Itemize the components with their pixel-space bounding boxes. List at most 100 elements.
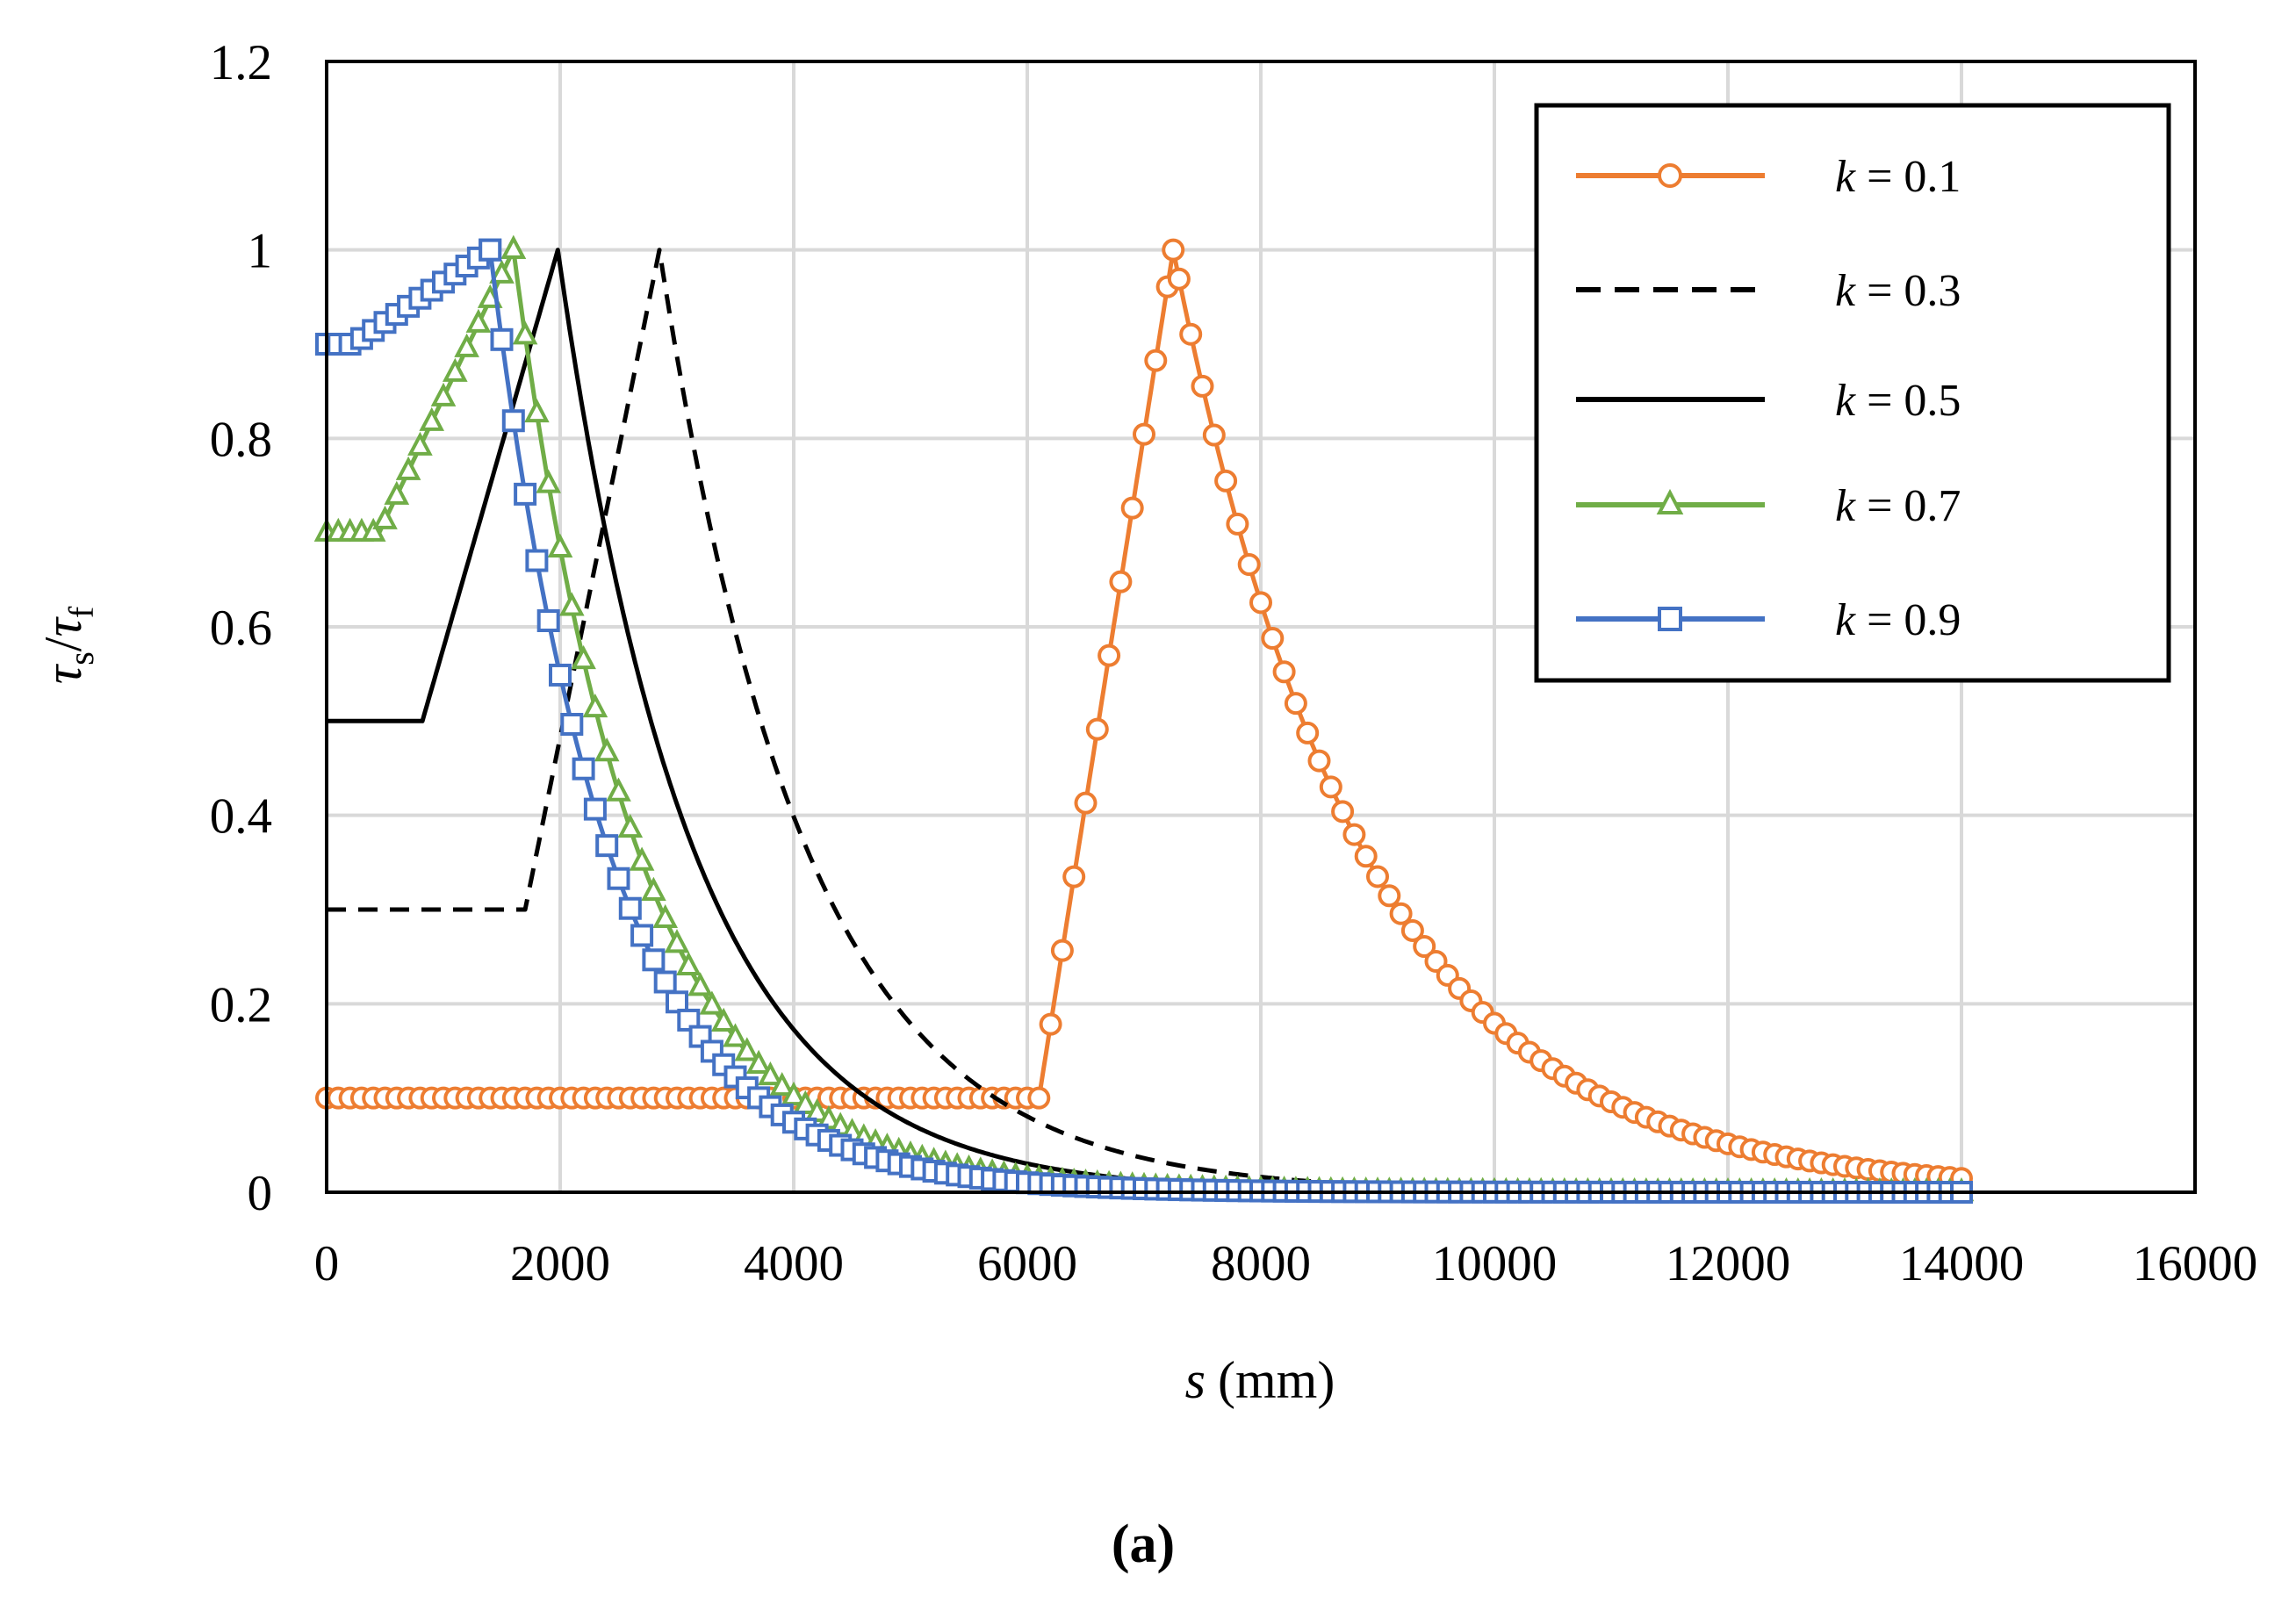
data-point [536,469,562,493]
legend-marker [1658,163,1682,188]
data-point [558,592,585,616]
y-tick-label: 1.2 [210,35,272,90]
data-point [677,1008,701,1032]
legend-label: k = 0.5 [1835,376,1961,426]
data-point [1413,935,1436,959]
data-point [490,327,514,351]
x-axis-var: s [1185,1351,1206,1409]
data-point [1354,845,1378,868]
data-point [1133,422,1155,446]
data-point [687,972,713,996]
data-point [454,333,479,357]
data-point [514,482,537,506]
x-tick-label: 12000 [1666,1236,1791,1291]
x-axis-label: s (mm) [1185,1351,1335,1409]
legend-k: k [1835,376,1856,426]
legend-box [1534,103,2171,683]
y-axis-label: τs/τf [34,606,101,684]
data-point [1249,591,1272,615]
data-point [642,948,666,972]
data-point [1050,939,1074,962]
data-point [629,846,655,871]
x-tick-label: 8000 [1211,1236,1311,1291]
data-point [395,456,421,480]
data-point [536,608,560,632]
data-point [572,757,595,780]
data-point [547,533,573,557]
data-point [430,382,457,406]
data-point [1400,918,1424,942]
data-point [595,834,619,858]
x-tick-label: 6000 [977,1236,1077,1291]
data-point [816,1105,842,1130]
legend-value: = 0.1 [1855,152,1961,202]
y-axis-sub-num: s [61,651,101,665]
data-point [1027,1086,1051,1110]
data-point [653,970,677,994]
data-point [710,1007,737,1032]
data-point [666,990,688,1014]
data-point [419,406,445,431]
legend-item: k = 0.7 [1576,481,1961,531]
data-point [560,712,584,736]
x-axis-unit: (mm) [1218,1351,1335,1409]
data-point [360,517,386,542]
legend-item: k = 0.9 [1576,595,1961,645]
data-point [758,1061,783,1086]
x-tick-label: 10000 [1432,1236,1558,1291]
data-point [1261,627,1285,651]
data-point [1226,512,1249,536]
data-point [1237,553,1261,577]
data-point [1144,349,1168,372]
data-point [1202,423,1226,447]
data-point [1162,238,1185,262]
legend-label: k = 0.9 [1835,595,1961,645]
data-point [1085,717,1109,741]
data-point [525,549,549,572]
data-point [630,924,654,947]
data-point [384,480,410,505]
data-point [500,234,527,259]
data-point [804,1097,830,1123]
y-tick-label: 0.8 [210,412,272,467]
x-tick-label: 16000 [2133,1236,2258,1291]
legend-marker [1658,607,1682,631]
data-point [618,896,642,920]
legend-value: = 0.3 [1855,266,1961,316]
caption: (a) [1112,1514,1175,1574]
legend-k: k [1835,595,1856,645]
data-point [1319,775,1342,799]
data-point [571,644,596,670]
y-tick-label: 0 [248,1166,273,1221]
data-point [1307,749,1331,773]
data-point [1039,1012,1062,1036]
data-point [723,1023,748,1047]
data-point [769,1071,795,1097]
legend-label: k = 0.3 [1835,266,1961,316]
data-point [781,1081,807,1106]
legend-item: k = 0.3 [1576,266,1961,316]
data-point [372,505,398,529]
data-point [607,867,630,890]
data-point [641,876,666,901]
legend-k: k [1835,266,1856,316]
legend: k = 0.1 k = 0.3 k = 0.5 k = 0.7 k = 0.9 [1534,103,2171,683]
data-point [1366,865,1389,888]
y-tick-label: 0.2 [210,977,272,1032]
x-tick-label: 14000 [1899,1236,2025,1291]
data-point [1120,496,1144,520]
x-tick-label: 0 [314,1236,340,1291]
data-point [1179,322,1203,346]
data-point [1167,267,1191,291]
data-point [1109,570,1133,593]
y-tick-label: 1 [248,224,273,279]
data-point [1378,884,1401,908]
data-point [1214,469,1238,493]
data-point [582,693,608,718]
data-point [501,409,525,433]
data-point [606,777,631,802]
legend-label: k = 0.1 [1835,152,1961,202]
data-point [1296,721,1320,744]
legend-k: k [1835,481,1856,531]
